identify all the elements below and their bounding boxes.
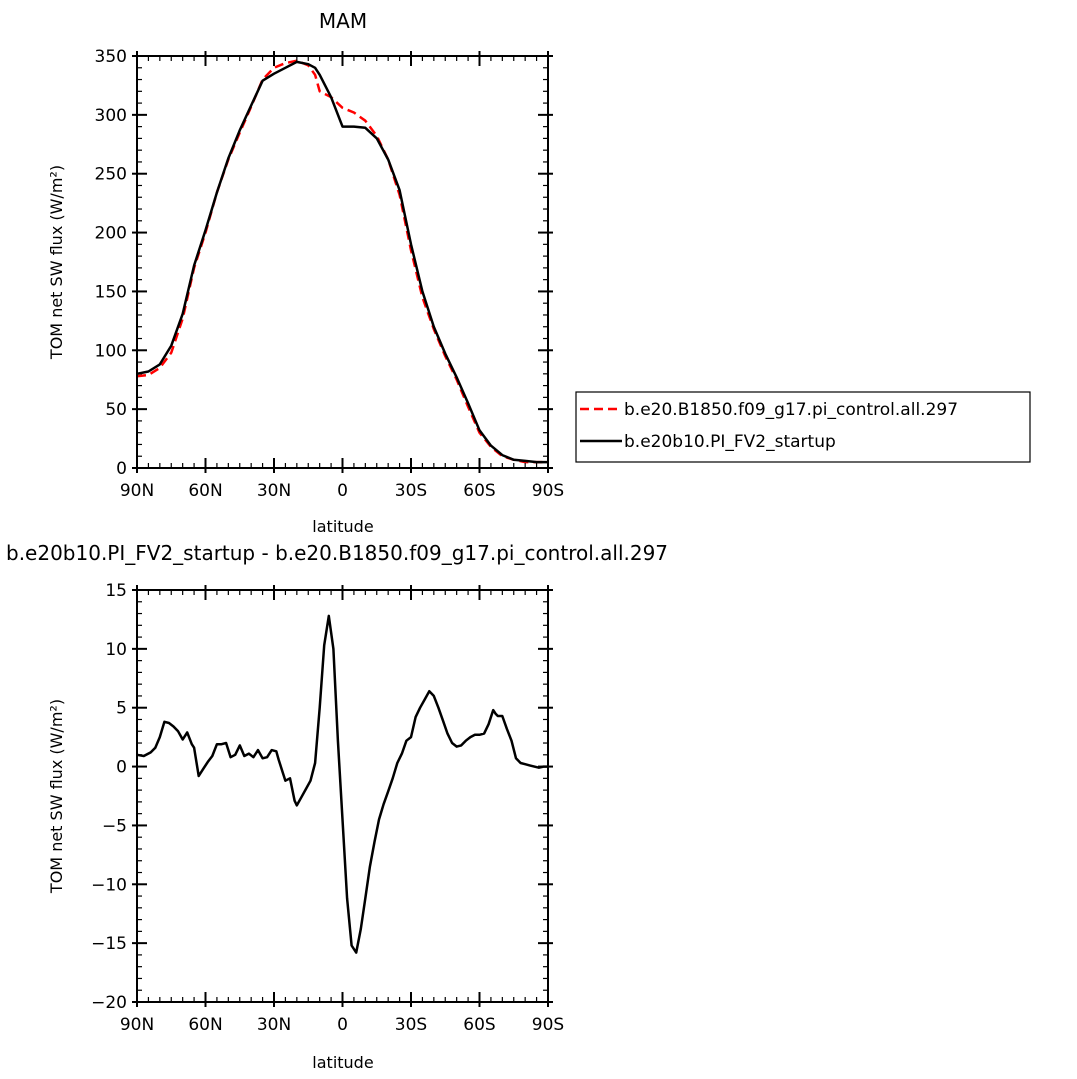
top-y-axis-label: TOM net SW flux (W/m²) [47,165,66,360]
top-y-tick-label: 50 [105,400,127,420]
bottom-y-tick-label: 10 [105,640,127,660]
top-y-tick-label: 300 [95,106,127,126]
bottom-x-tick-label: 60N [188,1015,222,1035]
top-y-tick-label: 200 [95,224,127,244]
top-ticks-group: 90N 60N 30N 0 30S 60S 90S 0 50 100 150 200 250 300 350 [95,47,565,501]
top-y-tick-label: 350 [95,47,127,67]
bottom-y-tick-label: −10 [91,875,127,895]
bottom-x-axis-label: latitude [312,1053,373,1072]
top-chart-title: MAM [319,9,367,33]
legend-frame [575,391,1031,463]
bottom-chart-title: b.e20b10.PI_FV2_startup - b.e20.B1850.f0… [6,541,668,565]
top-y-tick-label: 100 [95,341,127,361]
bottom-y-tick-label: 5 [116,699,127,719]
top-series-line-1 [136,60,548,464]
bottom-series-group [136,614,548,954]
bottom-y-tick-label: 0 [116,758,127,778]
top-y-tick-label: 150 [95,282,127,302]
top-x-tick-label: 30S [395,481,427,501]
top-series-group [136,59,548,464]
bottom-y-axis-label: TOM net SW flux (W/m²) [47,699,66,894]
bottom-x-tick-label: 60S [463,1015,495,1035]
top-x-axis-label: latitude [312,517,373,536]
legend-label-startup: b.e20b10.PI_FV2_startup [624,432,836,452]
bottom-series-line-0 [136,614,548,954]
top-x-tick-label: 90S [532,481,564,501]
top-x-tick-label: 30N [257,481,291,501]
bottom-x-tick-label: 90N [120,1015,154,1035]
bottom-y-tick-label: −5 [102,816,127,836]
bottom-y-tick-label: −15 [91,934,127,954]
top-y-tick-label: 250 [95,165,127,185]
bottom-y-tick-label: 15 [105,581,127,601]
bottom-x-tick-label: 90S [532,1015,564,1035]
top-x-tick-label: 0 [337,481,348,501]
bottom-x-tick-label: 0 [337,1015,348,1035]
bottom-y-tick-label: −20 [91,993,127,1013]
top-series-line-0 [136,59,548,464]
bottom-plot-frame [136,589,549,1003]
top-y-tick-label: 0 [116,459,127,479]
top-plot-frame [136,55,549,469]
bottom-x-tick-label: 30N [257,1015,291,1035]
top-panel: MAM 90N 60N 30N 0 30S 60S 90S 0 50 100 150 200 250 30… [47,9,1031,536]
legend: b.e20.B1850.f09_g17.pi_control.all.297 b… [575,391,1031,463]
legend-label-control: b.e20.B1850.f09_g17.pi_control.all.297 [624,400,958,420]
top-x-tick-label: 60N [188,481,222,501]
top-x-tick-label: 60S [463,481,495,501]
bottom-x-tick-label: 30S [395,1015,427,1035]
bottom-panel: b.e20b10.PI_FV2_startup - b.e20.B1850.f0… [6,541,668,1072]
top-x-tick-label: 90N [120,481,154,501]
bottom-ticks-group: 90N 60N 30N 0 30S 60S 90S −20 −15 −10 −5 0 5 10 15 [91,581,564,1035]
